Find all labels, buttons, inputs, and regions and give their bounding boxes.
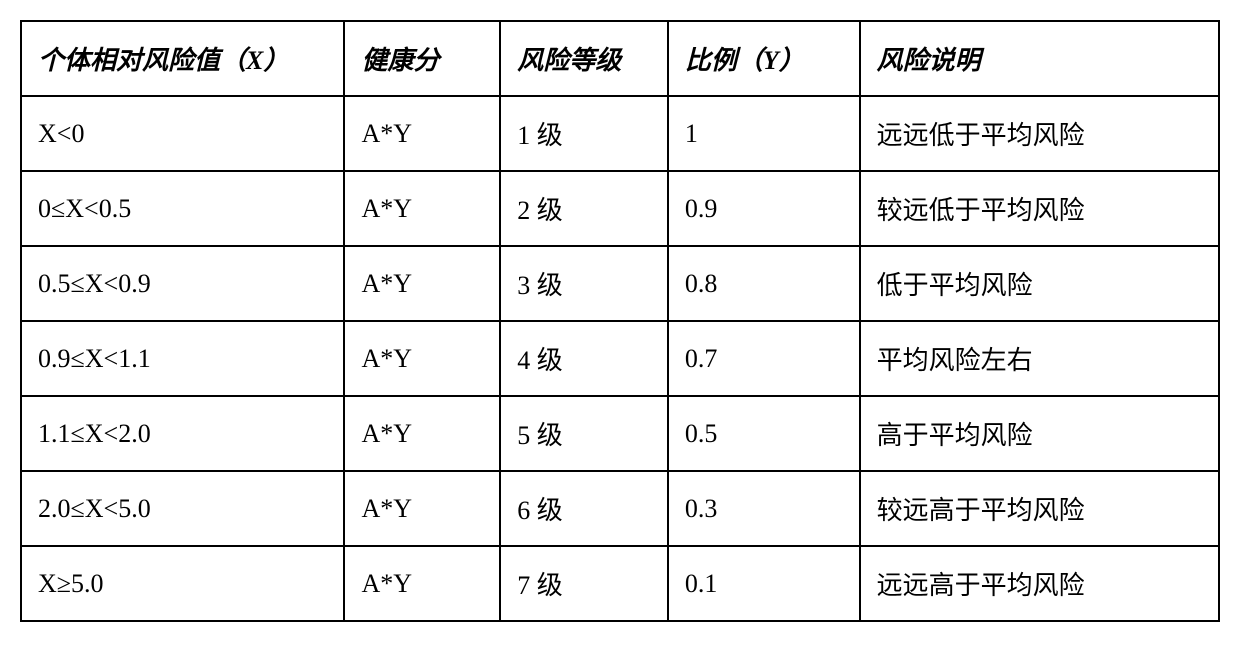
cell-health-score: A*Y bbox=[344, 246, 500, 321]
cell-risk-level: 3 级 bbox=[500, 246, 668, 321]
table-row: 2.0≤X<5.0 A*Y 6 级 0.3 较远高于平均风险 bbox=[21, 471, 1219, 546]
cell-description: 较远低于平均风险 bbox=[860, 171, 1219, 246]
cell-risk-level: 4 级 bbox=[500, 321, 668, 396]
table-row: X<0 A*Y 1 级 1 远远低于平均风险 bbox=[21, 96, 1219, 171]
cell-description: 较远高于平均风险 bbox=[860, 471, 1219, 546]
cell-health-score: A*Y bbox=[344, 171, 500, 246]
cell-ratio: 0.7 bbox=[668, 321, 860, 396]
cell-health-score: A*Y bbox=[344, 471, 500, 546]
cell-description: 远远低于平均风险 bbox=[860, 96, 1219, 171]
cell-risk-level: 5 级 bbox=[500, 396, 668, 471]
table-row: 0.5≤X<0.9 A*Y 3 级 0.8 低于平均风险 bbox=[21, 246, 1219, 321]
cell-risk-level: 1 级 bbox=[500, 96, 668, 171]
table-header-row: 个体相对风险值（X） 健康分 风险等级 比例（Y） 风险说明 bbox=[21, 21, 1219, 96]
table-row: 0.9≤X<1.1 A*Y 4 级 0.7 平均风险左右 bbox=[21, 321, 1219, 396]
cell-health-score: A*Y bbox=[344, 96, 500, 171]
cell-ratio: 0.5 bbox=[668, 396, 860, 471]
cell-ratio: 0.1 bbox=[668, 546, 860, 621]
table-row: 1.1≤X<2.0 A*Y 5 级 0.5 高于平均风险 bbox=[21, 396, 1219, 471]
cell-x-range: 0.9≤X<1.1 bbox=[21, 321, 344, 396]
header-description: 风险说明 bbox=[860, 21, 1219, 96]
cell-risk-level: 7 级 bbox=[500, 546, 668, 621]
cell-description: 低于平均风险 bbox=[860, 246, 1219, 321]
cell-description: 平均风险左右 bbox=[860, 321, 1219, 396]
table-row: 0≤X<0.5 A*Y 2 级 0.9 较远低于平均风险 bbox=[21, 171, 1219, 246]
cell-x-range: 2.0≤X<5.0 bbox=[21, 471, 344, 546]
cell-description: 高于平均风险 bbox=[860, 396, 1219, 471]
cell-ratio: 0.9 bbox=[668, 171, 860, 246]
header-health-score: 健康分 bbox=[344, 21, 500, 96]
cell-health-score: A*Y bbox=[344, 396, 500, 471]
header-x-range: 个体相对风险值（X） bbox=[21, 21, 344, 96]
cell-x-range: 1.1≤X<2.0 bbox=[21, 396, 344, 471]
cell-ratio: 0.3 bbox=[668, 471, 860, 546]
cell-health-score: A*Y bbox=[344, 546, 500, 621]
cell-x-range: X≥5.0 bbox=[21, 546, 344, 621]
cell-x-range: 0≤X<0.5 bbox=[21, 171, 344, 246]
cell-risk-level: 6 级 bbox=[500, 471, 668, 546]
cell-x-range: X<0 bbox=[21, 96, 344, 171]
cell-health-score: A*Y bbox=[344, 321, 500, 396]
table-row: X≥5.0 A*Y 7 级 0.1 远远高于平均风险 bbox=[21, 546, 1219, 621]
cell-description: 远远高于平均风险 bbox=[860, 546, 1219, 621]
cell-ratio: 0.8 bbox=[668, 246, 860, 321]
header-risk-level: 风险等级 bbox=[500, 21, 668, 96]
cell-x-range: 0.5≤X<0.9 bbox=[21, 246, 344, 321]
risk-level-table: 个体相对风险值（X） 健康分 风险等级 比例（Y） 风险说明 X<0 A*Y 1… bbox=[20, 20, 1220, 622]
cell-risk-level: 2 级 bbox=[500, 171, 668, 246]
cell-ratio: 1 bbox=[668, 96, 860, 171]
header-ratio: 比例（Y） bbox=[668, 21, 860, 96]
